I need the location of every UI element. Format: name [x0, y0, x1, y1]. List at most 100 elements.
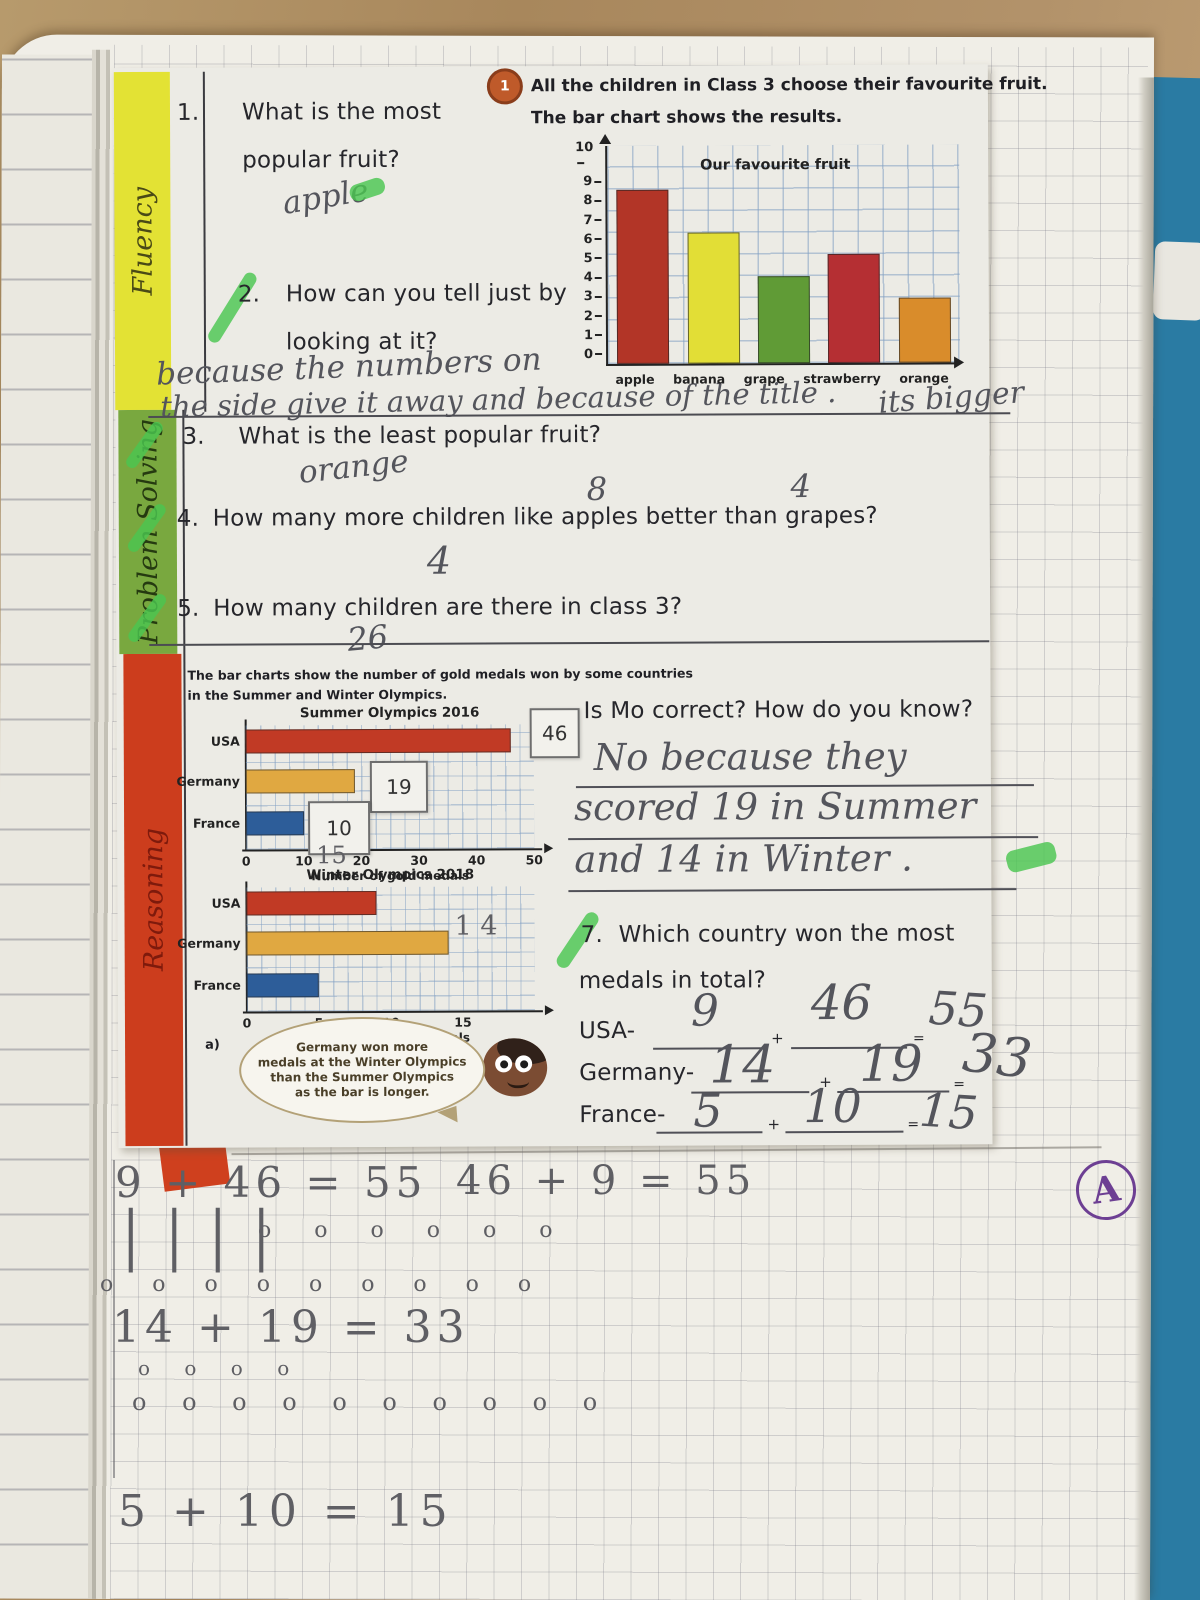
bubble-line4: as the bar is longer.	[294, 1084, 430, 1100]
mo-left-eye	[495, 1055, 513, 1073]
value-box-19: 19	[369, 760, 429, 814]
y-axis-arrow-icon	[599, 133, 612, 144]
q1-text-line1: What is the most	[241, 98, 442, 126]
pencil-margin-line	[113, 1160, 115, 1478]
fruit-y-tick: 4	[584, 270, 602, 285]
pencil-eq-14-19: 14 + 19 = 33	[112, 1302, 470, 1353]
france-value-a: 5	[693, 1083, 723, 1138]
q7-number: 7.	[580, 921, 604, 949]
mo-answer-line1: No because they	[593, 734, 907, 780]
fruit-chart-bars	[607, 144, 960, 364]
chart-row-USA: USA	[211, 728, 534, 754]
fruit-y-tick: 6	[583, 232, 601, 247]
fruit-bar-banana	[687, 232, 740, 364]
fruit-y-tick: 0	[584, 347, 602, 362]
pencil-circles-row2: o o o o o o o o o	[100, 1272, 548, 1297]
question-1-badge: 1	[486, 68, 523, 105]
mo-left-pupil	[500, 1060, 509, 1069]
q7-row-usa-label: USA-	[578, 1017, 636, 1045]
q1-number: 1.	[176, 99, 200, 126]
pencil-eq-9-46: 9 + 46 = 55	[115, 1158, 428, 1207]
q3-number: 3.	[182, 423, 205, 450]
chart-row-France: France	[193, 810, 534, 836]
fruit-bar-orange	[898, 297, 951, 363]
france-plus-sign: +	[767, 1115, 781, 1134]
country-label: France	[193, 977, 241, 993]
intro-line-2: The bar chart shows the results.	[530, 106, 843, 129]
mo-right-eye	[515, 1055, 533, 1073]
pencil-eq-46-9: 46 + 9 = 55	[456, 1158, 757, 1204]
medal-bar-USA	[246, 890, 377, 916]
medal-bar-France	[246, 973, 319, 998]
mo-answer-line3: and 14 in Winter .	[574, 836, 913, 882]
bubble-line2: medals at the Winter Olympics	[257, 1054, 467, 1070]
q3-text: What is the least popular fruit?	[238, 421, 602, 450]
fruit-category-label: orange	[899, 370, 949, 386]
x-axis-arrow-icon	[954, 356, 965, 369]
fruit-bar-chart: Our favourite fruit 10 9 8 7 6 5 4 3 2 1 0 apple ba…	[575, 133, 976, 400]
fruit-category-label: strawberry	[803, 370, 881, 387]
fruit-bar-apple	[616, 189, 670, 364]
summer-axis-arrow-icon	[544, 843, 554, 854]
fruit-y-tick: 3	[584, 289, 602, 304]
fruit-chart-title: Our favourite fruit	[700, 156, 851, 174]
x-tick-label: 15	[454, 1014, 472, 1030]
pencil-circles-row3: o o o o	[138, 1356, 304, 1380]
q4-pencil-4: 4	[790, 467, 812, 506]
fruit-y-tick: 10	[575, 140, 601, 170]
chart-row-France: France	[194, 972, 535, 998]
fruit-y-tick: 8	[583, 193, 601, 208]
fruit-bar-strawberry	[827, 253, 881, 363]
pencil-eq-5-10: 5 + 10 = 15	[118, 1486, 454, 1537]
bubble-line3: than the Summer Olympics	[270, 1069, 455, 1085]
olympics-intro-1: The bar charts show the number of gold m…	[187, 665, 693, 683]
q5-answer-handwriting: 26	[345, 617, 390, 659]
winter-x-axis	[242, 1010, 543, 1014]
fruit-y-tick: 5	[584, 251, 602, 266]
france-sum-handwriting: 15	[917, 1082, 980, 1141]
fruit-chart-category-labels: apple banana grape strawberry orange	[606, 370, 958, 387]
fruit-chart-plot	[605, 144, 961, 366]
mo-character-face	[483, 1038, 548, 1097]
mo-speech-bubble: Germany won more medals at the Winter Ol…	[238, 1016, 486, 1124]
fruit-category-label: grape	[743, 371, 785, 387]
value-box-46: 46	[529, 708, 580, 759]
france-value-b: 10	[803, 1078, 863, 1134]
bubble-line1: Germany won more	[296, 1039, 429, 1055]
pencil-tally-marks: ||||	[122, 1198, 297, 1273]
green-tick-mo-answer	[1004, 840, 1059, 874]
reasoning-label: Reasoning	[137, 828, 170, 972]
q4-pencil-8: 8	[586, 469, 608, 509]
winter-chart-rows: USA Germany France	[177, 886, 535, 1012]
fruit-y-tick: 2	[584, 308, 602, 324]
q5-text: How many children are there in class 3?	[213, 593, 683, 622]
medal-bar-Germany	[245, 769, 356, 794]
pencil-circles-row1: o o o o o o	[258, 1218, 571, 1243]
medal-bar-USA	[245, 728, 511, 754]
q1-text-line2: popular fruit?	[242, 146, 400, 174]
germany-sum-handwriting: 33	[959, 1020, 1036, 1092]
medal-bar-France	[246, 811, 304, 836]
q5-number: 5.	[177, 595, 200, 622]
fruit-y-tick: 9	[583, 174, 601, 189]
country-label: USA	[210, 733, 240, 749]
winter-chart-title: Winter Olympics 2018	[306, 866, 475, 884]
mo-right-pupil	[520, 1060, 529, 1069]
mo-head	[483, 1038, 548, 1097]
fruit-category-label: apple	[615, 371, 655, 387]
q7-row-germany-label: Germany-	[579, 1059, 695, 1087]
fruit-y-tick: 1	[584, 328, 602, 343]
q2-number: 2.	[237, 281, 261, 308]
medal-bar-Germany	[246, 930, 449, 956]
q4-answer-handwriting: 4	[426, 538, 452, 583]
q7-text-line2: medals in total?	[578, 967, 767, 995]
pencil-circles-row4: o o o o o o o o o o	[132, 1388, 612, 1416]
worksheet-bottom-edge	[231, 1146, 1102, 1156]
mo-smile	[507, 1074, 530, 1089]
summer-x-axis	[242, 848, 543, 852]
mo-answer-line2: scored 19 in Summer	[573, 784, 977, 830]
q4-number: 4.	[176, 505, 200, 532]
